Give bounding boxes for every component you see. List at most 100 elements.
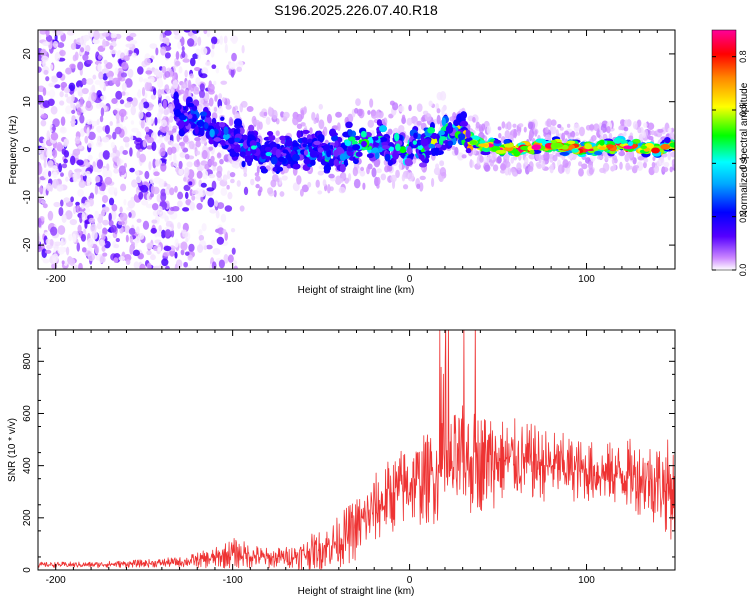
spectrogram-cell [557,164,565,174]
spectrogram-cell [378,147,383,153]
spectrogram-cell [267,187,274,195]
spectrogram-cell [70,196,74,203]
spectrogram-cell [419,175,426,181]
spectrogram-cell [146,262,152,269]
spectrogram-cell [211,36,218,45]
spectrogram-cell [145,70,153,75]
spectrogram-cell [173,91,179,101]
spectrogram-cell [141,86,146,97]
spectrogram-cell [143,78,148,83]
spectrogram-cell [115,90,123,100]
spectrogram-cell [146,250,152,256]
spectrogram-cell [65,67,72,75]
spectrogram-cell [479,155,484,163]
snr-series-line [38,330,675,570]
spectrogram-cell [492,164,499,172]
spectrogram-cell [113,257,119,264]
spectrogram-cell [95,181,103,187]
spectrogram-cell [208,146,214,151]
spectrogram-cell [318,165,325,170]
spectrogram-cell [296,130,302,138]
spectrogram-cell [651,161,656,169]
spectrogram-cell [38,245,43,253]
spectrogram-cell [129,134,134,142]
spectrogram-cell [393,132,400,142]
spectrogram-cells [38,30,675,269]
spectrogram-cell [457,133,466,141]
spectrogram-cell [93,166,99,172]
spectrogram-cell [135,137,142,143]
spectrogram-cell [51,126,57,131]
spectrogram-cell [164,84,170,93]
spectrogram-cell [562,159,569,168]
spectrogram-cell [154,116,158,126]
spectrogram-cell [301,137,308,144]
spectrogram-cell [627,141,634,147]
spectrogram-cell [61,85,65,91]
spectrogram-cell [135,170,140,177]
spectrogram-cell [517,130,521,136]
spectrogram-cell [68,233,72,242]
spectrogram-cell [44,249,52,254]
spectrogram-cell [173,159,179,167]
spectrogram-cell [250,148,257,154]
spectrogram-cell [216,236,225,245]
spectrogram-cell [367,119,375,128]
spectrogram-cell [588,167,594,175]
spectrogram-cell [86,181,91,186]
spectrogram-cell [69,155,76,166]
spectrogram-cell [220,187,228,196]
spectrogram-cell [118,256,126,261]
x-tick-label: -200 [46,575,66,586]
spectrogram-cell [372,136,379,141]
spectrogram-cell [223,253,229,264]
spectrogram-cell [170,85,175,95]
spectrogram-cell [232,106,236,115]
spectrogram-cell [259,111,265,117]
spectrogram-cell [183,184,191,192]
spectrogram-cell [57,246,66,255]
spectrogram-cell [181,82,188,89]
spectrogram-cell [90,223,97,233]
spectrogram-cell [549,163,554,174]
spectrogram-cell [667,151,672,161]
spectrogram-cell [546,118,552,128]
colorbar-label: Normalized spectral amplitude [739,82,750,217]
spectrogram-cell [177,200,183,208]
spectrogram-cell [657,128,664,133]
snr-ticks: -200 -100 0 100 0 200 400 600 800 [22,330,675,586]
spectrogram-cell [428,143,436,149]
y-tick-label: 0 [22,146,33,152]
colorbar-tick-label: 0.6 [738,104,748,117]
spectrogram-cell [215,210,220,219]
spectrogram-cell [202,102,210,107]
spectrogram-cell [623,131,627,137]
spectrogram-cell [510,156,515,164]
spectrogram-cell [479,139,486,145]
spectrogram-cell [642,161,647,169]
spectrogram-cell [185,198,192,206]
spectrogram-cell [322,179,327,187]
spectrogram-cell [109,45,114,50]
spectrogram-cell [178,89,185,95]
spectrogram-cell [184,69,188,78]
spectrogram-cell [52,253,59,263]
spectrogram-cell [285,139,293,147]
spectrogram-cell [334,175,342,186]
spectrogram-cell [165,132,169,141]
spectrogram-cell [59,49,66,57]
spectrogram-cell [596,155,604,160]
spectrogram-cell [469,158,473,168]
spectrogram-cell [264,146,272,152]
spectrogram-cell [84,135,89,144]
x-tick-label: -200 [46,274,66,285]
y-tick-label: -10 [22,190,33,205]
spectrogram-cell [235,60,244,69]
spectrogram-cell [428,100,433,107]
spectrogram-cell [505,161,511,168]
spectrogram-cell [606,144,614,149]
spectrogram-cell [68,82,76,92]
spectrogram-cell [101,245,106,252]
spectrogram-cell [311,111,316,121]
spectrogram-cell [50,226,58,236]
